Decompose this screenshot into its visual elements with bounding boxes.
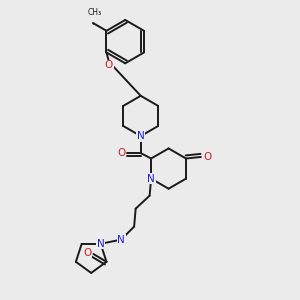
Text: N: N — [97, 239, 104, 249]
Text: O: O — [105, 61, 113, 70]
Text: O: O — [83, 248, 92, 257]
Text: N: N — [147, 174, 155, 184]
Text: O: O — [203, 152, 211, 162]
Text: CH₃: CH₃ — [88, 8, 102, 17]
Text: N: N — [137, 131, 145, 141]
Text: O: O — [117, 148, 125, 158]
Text: N: N — [117, 235, 125, 244]
